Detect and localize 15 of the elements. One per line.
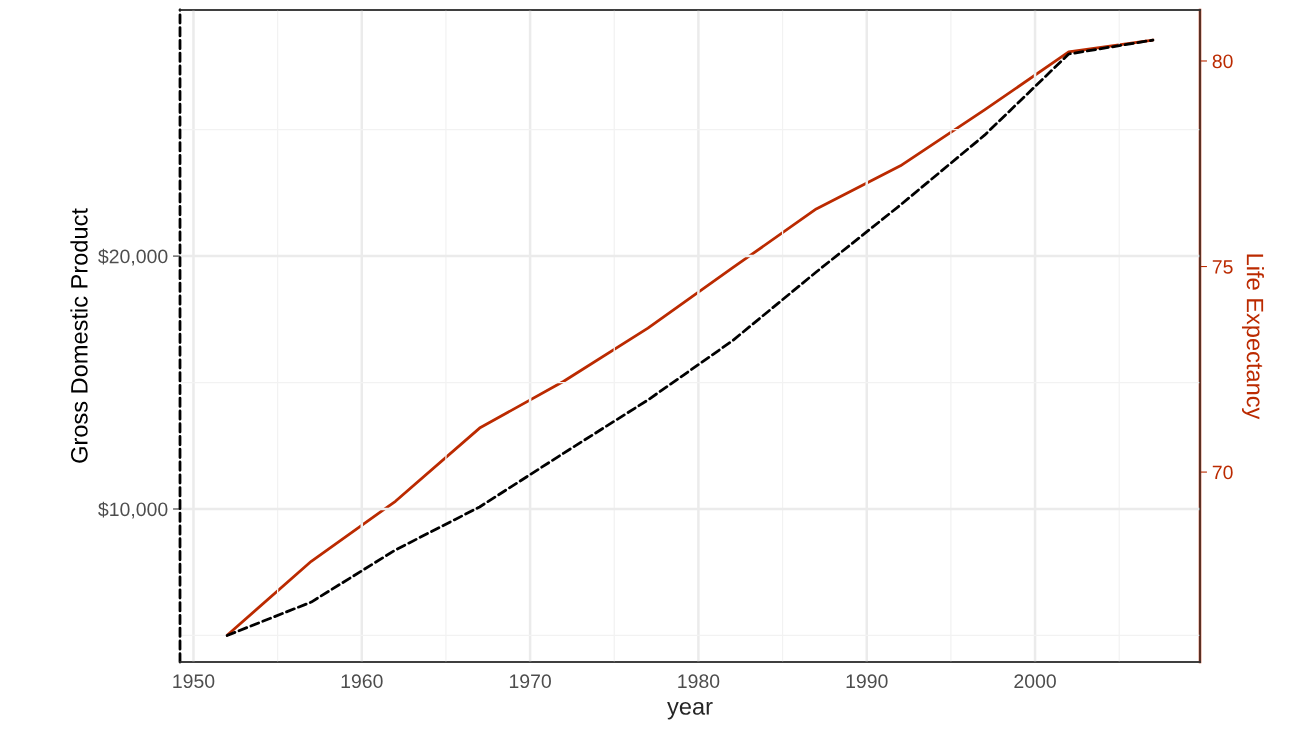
x-axis-title: year (667, 701, 713, 720)
y2-tick-label: 75 (1212, 260, 1233, 274)
x-tick-label: 1950 (173, 674, 215, 689)
x-tick-label: 1980 (678, 674, 720, 689)
x-tick-label: 2000 (1014, 674, 1056, 689)
x-tick-label: 1960 (341, 674, 383, 689)
y-axis-title: Gross Domestic Product (70, 208, 88, 463)
x-tick-label: 1990 (846, 674, 888, 689)
y2-tick-label: 70 (1212, 465, 1233, 480)
line-series (225, 38, 1155, 637)
y2-axis-title: Life Expectancy (1241, 254, 1264, 420)
x-tick-label: 1970 (509, 674, 551, 689)
y-tick-label: $20,000 (98, 248, 168, 266)
y2-tick-label: 80 (1212, 54, 1233, 69)
y-tick-label: $10,000 (98, 501, 168, 519)
